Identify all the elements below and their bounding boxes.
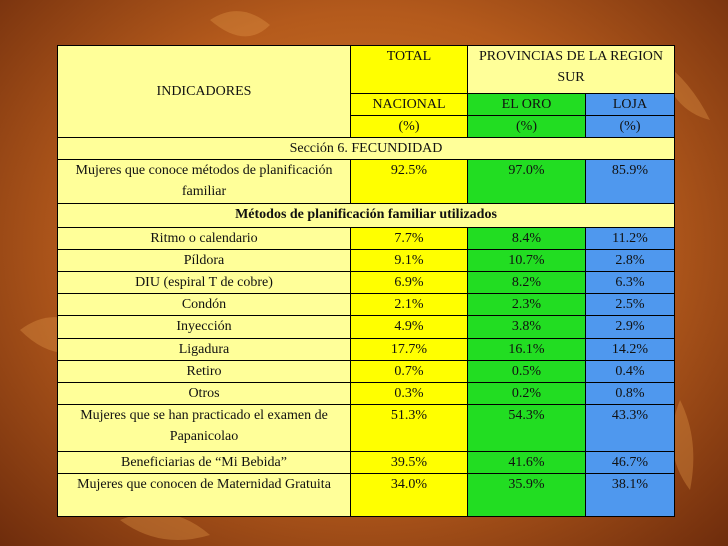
table-row: INDICADORES TOTAL PROVINCIAS DE LA REGION …: [57, 45, 675, 138]
row-label: Condón: [57, 293, 351, 316]
row-label: Retiro: [57, 360, 351, 383]
value-cell: 6.9%: [350, 271, 468, 294]
header-cell: LOJA: [585, 93, 675, 116]
value-cell: 92.5%: [350, 159, 468, 204]
row-label: DIU (espiral T de cobre): [57, 271, 351, 294]
value-cell: 0.5%: [467, 360, 586, 383]
table-row: Otros 0.3% 0.2% 0.8%: [57, 382, 675, 405]
value-cell: 2.5%: [585, 293, 675, 316]
table-row: Condón 2.1% 2.3% 2.5%: [57, 293, 675, 316]
value-cell: 54.3%: [467, 404, 586, 452]
header-cell: INDICADORES: [57, 45, 351, 138]
header-cell: TOTAL: [350, 45, 468, 94]
value-cell: 11.2%: [585, 227, 675, 250]
table-row: Sección 6. FECUNDIDAD: [57, 137, 675, 160]
value-cell: 7.7%: [350, 227, 468, 250]
header-cell: NACIONAL: [350, 93, 468, 116]
table-row: Mujeres que conocen de Maternidad Gratui…: [57, 473, 675, 517]
value-cell: 34.0%: [350, 473, 468, 517]
value-cell: 38.1%: [585, 473, 675, 517]
value-cell: 41.6%: [467, 451, 586, 474]
section-heading: Sección 6. FECUNDIDAD: [57, 137, 675, 160]
value-cell: 16.1%: [467, 338, 586, 361]
table-row: (%) (%) (%): [58, 115, 675, 138]
value-cell: 10.7%: [467, 249, 586, 272]
value-cell: 17.7%: [350, 338, 468, 361]
header-cell: EL ORO: [467, 93, 586, 116]
value-cell: 0.2%: [467, 382, 586, 405]
row-label: Otros: [57, 382, 351, 405]
value-cell: 4.9%: [350, 315, 468, 339]
table-row: Beneficiarias de “Mi Bebida” 39.5% 41.6% 46…: [57, 451, 675, 474]
table-row: Métodos de planificación familiar utiliz…: [57, 203, 675, 228]
value-cell: 97.0%: [467, 159, 586, 204]
row-label: Mujeres que se han practicado el examen …: [57, 404, 351, 452]
unit-cell: (%): [350, 115, 468, 138]
value-cell: 43.3%: [585, 404, 675, 452]
value-cell: 2.3%: [467, 293, 586, 316]
row-label: Píldora: [57, 249, 351, 272]
row-label: Ritmo o calendario: [57, 227, 351, 250]
table-row: Ligadura 17.7% 16.1% 14.2%: [57, 338, 675, 361]
unit-cell: (%): [467, 115, 586, 138]
table-row: Píldora 9.1% 10.7% 2.8%: [57, 249, 675, 272]
value-cell: 8.2%: [467, 271, 586, 294]
value-cell: 2.8%: [585, 249, 675, 272]
value-cell: 0.3%: [350, 382, 468, 405]
value-cell: 9.1%: [350, 249, 468, 272]
value-cell: 8.4%: [467, 227, 586, 250]
value-cell: 2.9%: [585, 315, 675, 339]
unit-cell: (%): [585, 115, 675, 138]
value-cell: 0.8%: [585, 382, 675, 405]
row-label: Beneficiarias de “Mi Bebida”: [57, 451, 351, 474]
table-row: Mujeres que se han practicado el examen …: [57, 404, 675, 452]
row-label: Inyección: [57, 315, 351, 339]
value-cell: 85.9%: [585, 159, 675, 204]
table-row: Ritmo o calendario 7.7% 8.4% 11.2%: [57, 227, 675, 250]
header-cell: PROVINCIAS DE LA REGION SUR: [467, 45, 675, 94]
value-cell: 46.7%: [585, 451, 675, 474]
row-label: Mujeres que conoce métodos de planificac…: [57, 159, 351, 204]
table-row: Mujeres que conoce métodos de planificac…: [57, 159, 675, 204]
table-row: DIU (espiral T de cobre) 6.9% 8.2% 6.3%: [57, 271, 675, 294]
row-label: Mujeres que conocen de Maternidad Gratui…: [57, 473, 351, 517]
row-label: Ligadura: [57, 338, 351, 361]
value-cell: 3.8%: [467, 315, 586, 339]
value-cell: 0.7%: [350, 360, 468, 383]
value-cell: 6.3%: [585, 271, 675, 294]
table-row: Inyección 4.9% 3.8% 2.9%: [57, 315, 675, 339]
value-cell: 35.9%: [467, 473, 586, 517]
value-cell: 14.2%: [585, 338, 675, 361]
value-cell: 0.4%: [585, 360, 675, 383]
table-row: NACIONAL EL ORO LOJA: [58, 93, 675, 116]
value-cell: 51.3%: [350, 404, 468, 452]
subsection-heading: Métodos de planificación familiar utiliz…: [57, 203, 675, 228]
data-table: INDICADORES TOTAL PROVINCIAS DE LA REGION …: [57, 45, 675, 517]
value-cell: 2.1%: [350, 293, 468, 316]
value-cell: 39.5%: [350, 451, 468, 474]
table-row: Retiro 0.7% 0.5% 0.4%: [57, 360, 675, 383]
